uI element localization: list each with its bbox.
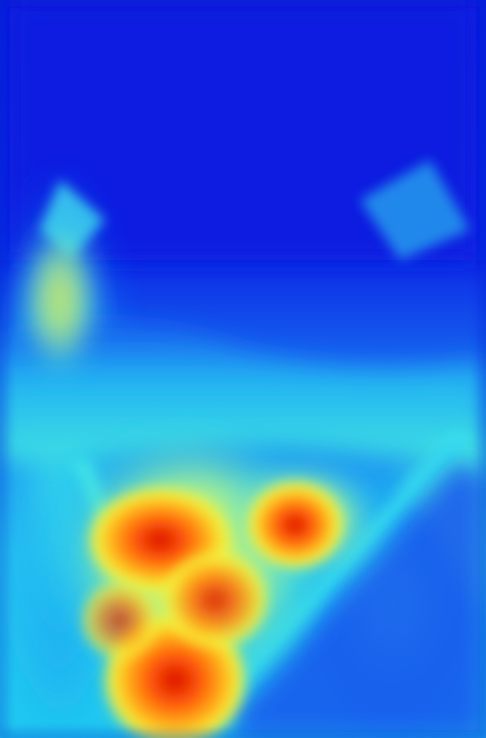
heatmap-image	[0, 0, 486, 738]
heatmap-canvas	[0, 0, 486, 738]
